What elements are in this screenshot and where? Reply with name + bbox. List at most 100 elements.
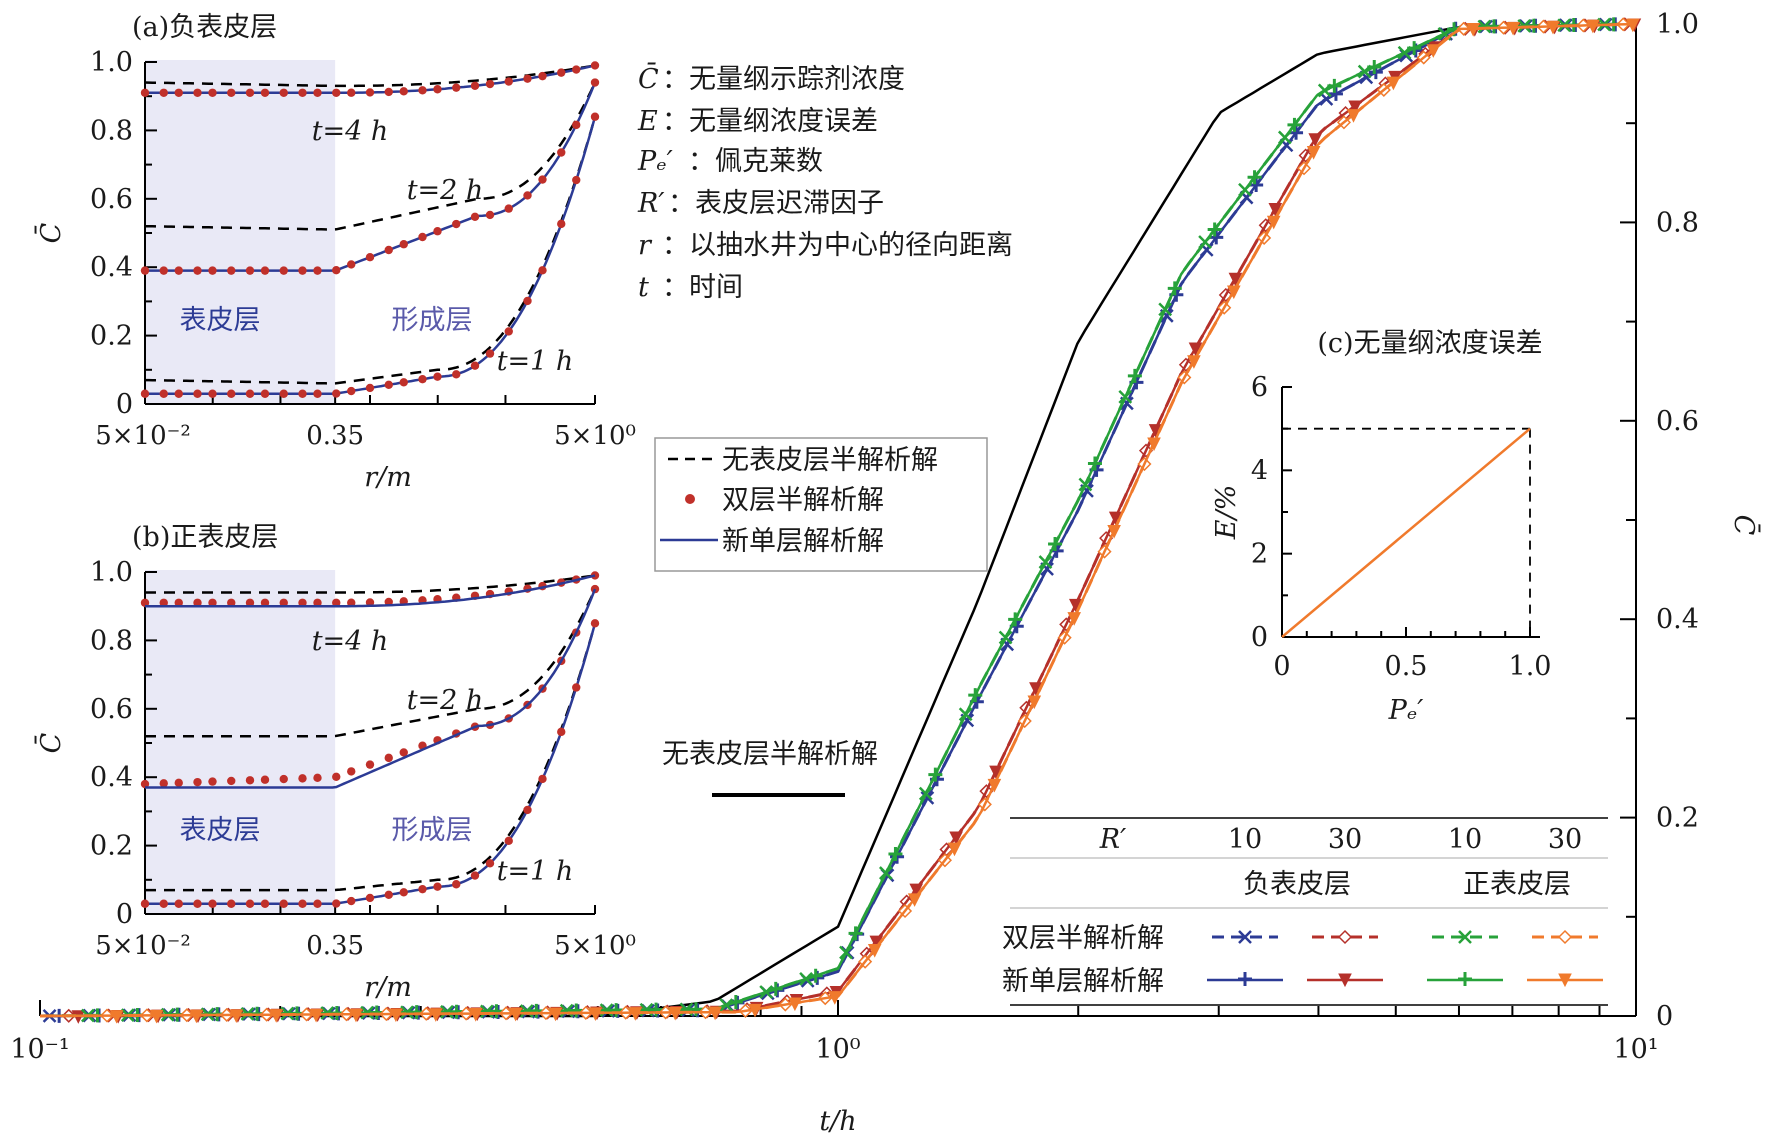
data-point xyxy=(748,1003,762,1018)
data-point xyxy=(399,240,408,249)
inset-series-1 xyxy=(140,61,600,97)
data-point xyxy=(1188,342,1203,357)
time-label: t=2 h xyxy=(407,175,484,206)
data-point xyxy=(590,619,600,628)
data-point xyxy=(418,232,427,242)
data-point xyxy=(1067,612,1082,626)
data-point xyxy=(349,1008,363,1023)
data-point xyxy=(538,774,547,784)
data-point xyxy=(1346,109,1361,123)
data-point xyxy=(1266,215,1281,230)
data-point xyxy=(504,327,513,336)
c-x-label: Pₑ′ xyxy=(1388,695,1424,726)
data-point xyxy=(428,1008,443,1022)
definition-symbol: C̄ xyxy=(638,61,659,95)
data-point xyxy=(365,893,375,903)
data-point xyxy=(208,899,217,908)
data-point xyxy=(389,1008,403,1023)
data-point xyxy=(384,380,393,390)
data-point xyxy=(365,88,375,97)
data-point xyxy=(399,378,408,387)
data-point xyxy=(1127,368,1142,383)
data-point xyxy=(609,1003,624,1018)
data-point xyxy=(298,88,307,97)
data-point xyxy=(590,61,600,70)
table-row-label: 双层半解析解 xyxy=(1002,923,1164,954)
data-point xyxy=(485,349,495,358)
data-point xyxy=(1558,973,1572,988)
data-point xyxy=(947,842,962,857)
skin-label: 表皮层 xyxy=(180,815,261,846)
data-point xyxy=(260,389,270,398)
data-point xyxy=(365,383,375,393)
time-label: t=4 h xyxy=(312,626,389,657)
inset-y-tick-label: 0 xyxy=(116,389,133,420)
table-r-value: 10 xyxy=(1448,824,1482,855)
data-point xyxy=(332,265,341,275)
data-point xyxy=(174,266,183,275)
data-point xyxy=(313,899,322,908)
inset-a-chart: 0 0.2 0.4 0.6 0.8 1.0 5×10⁻² 0.35 5×10⁰ r/m C̄ (a)负… xyxy=(33,12,636,493)
data-point xyxy=(298,598,307,607)
c-y-tick-label: 4 xyxy=(1251,455,1268,486)
data-point xyxy=(1289,125,1304,140)
main-x-label: t/h xyxy=(819,1106,856,1137)
data-point xyxy=(557,219,566,229)
data-point xyxy=(313,598,322,607)
legend-label: 无表皮层半解析解 xyxy=(722,445,938,476)
data-point xyxy=(193,88,202,97)
inset-x-label: r/m xyxy=(364,462,412,493)
data-point xyxy=(1027,695,1042,710)
c-x-tick-label: 0.5 xyxy=(1385,651,1428,682)
legend-label: 双层半解析解 xyxy=(722,485,884,516)
definition-item: E ：无量纲浓度误差 xyxy=(637,106,878,137)
data-point xyxy=(189,1009,204,1024)
data-point xyxy=(508,1007,523,1022)
data-point xyxy=(1209,230,1224,245)
data-point xyxy=(1238,972,1252,986)
data-point xyxy=(208,598,217,607)
inset-x-label: r/m xyxy=(364,972,412,1003)
data-point xyxy=(149,1009,164,1024)
data-point xyxy=(1228,272,1243,287)
data-point xyxy=(208,777,217,786)
series-line xyxy=(145,81,597,231)
data-point xyxy=(888,847,903,862)
data-point xyxy=(174,389,183,398)
inset-x-tick-label: 5×10⁰ xyxy=(554,421,636,451)
data-point xyxy=(159,88,168,97)
skin-label: 表皮层 xyxy=(180,305,261,336)
main-y-tick-label: 0 xyxy=(1656,1001,1673,1032)
definition-item: t ：时间 xyxy=(638,272,743,303)
inset-y-tick-label: 0.2 xyxy=(90,321,133,352)
data-point xyxy=(1327,78,1342,93)
data-point xyxy=(279,88,288,97)
data-point xyxy=(1238,930,1252,944)
data-point xyxy=(538,266,547,275)
inset-c-chart: 0 2 4 6 0 0.5 1.0 E/% Pₑ′ (c)无量纲浓度误差 xyxy=(1211,328,1551,726)
table-group: 正表皮层 xyxy=(1463,869,1571,900)
table-group: 负表皮层 xyxy=(1243,869,1351,900)
inset-title: (b)正表皮层 xyxy=(132,522,278,553)
inset-series-7 xyxy=(140,619,600,908)
data-point xyxy=(470,81,480,90)
data-point xyxy=(313,266,322,275)
data-point xyxy=(485,79,495,89)
data-point xyxy=(269,1009,284,1023)
data-point xyxy=(1147,437,1161,452)
data-point xyxy=(1187,355,1201,369)
inset-x-tick-label: 0.35 xyxy=(306,421,364,451)
data-point xyxy=(1308,133,1323,147)
data-point xyxy=(140,88,150,97)
definition-symbol: r xyxy=(638,230,653,261)
data-point xyxy=(347,88,356,97)
data-point xyxy=(174,899,183,908)
skin-shade xyxy=(145,60,336,404)
data-point xyxy=(193,598,202,607)
main-y-label: C̄ xyxy=(1728,515,1762,536)
data-point xyxy=(1167,281,1182,296)
formation-label: 形成层 xyxy=(392,815,473,846)
data-point xyxy=(1287,117,1302,132)
